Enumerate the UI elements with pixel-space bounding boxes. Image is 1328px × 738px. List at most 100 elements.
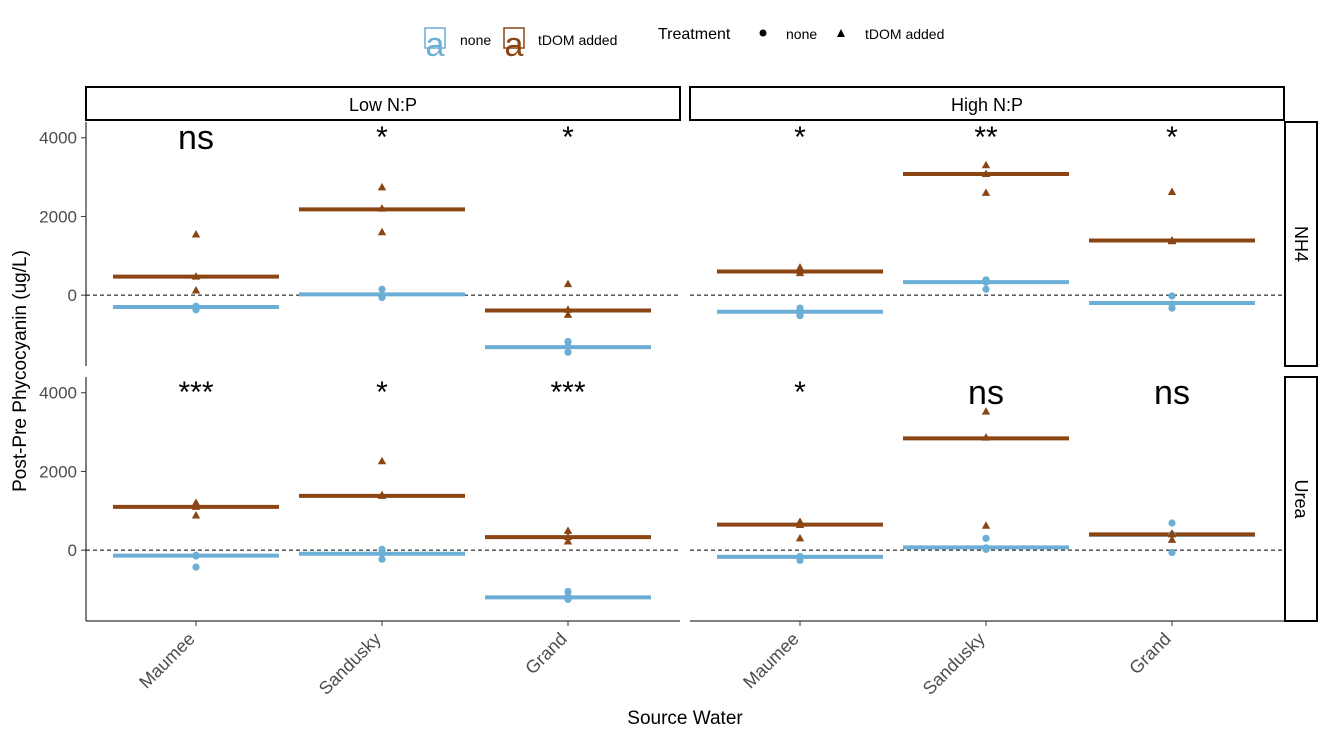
- y-tick-label: 2000: [39, 207, 77, 226]
- point-none: [192, 563, 200, 571]
- point-none: [378, 293, 386, 302]
- x-tick-label: Grand: [521, 629, 571, 679]
- point-tdom: [191, 502, 201, 510]
- point-tdom: [191, 498, 201, 506]
- legend-shape-none-label: none: [786, 26, 817, 42]
- point-tdom: [377, 491, 387, 499]
- y-tick-label: 2000: [39, 462, 77, 481]
- point-tdom: [981, 188, 991, 196]
- point-tdom: [191, 230, 201, 238]
- legend-label-tdom: tDOM added: [538, 32, 617, 48]
- point-none: [982, 545, 990, 553]
- point-tdom: [563, 526, 573, 534]
- point-none: [1168, 292, 1176, 300]
- strip-row-urea: [1284, 376, 1318, 622]
- significance-labels: ns * * * ** **** * *** * ns ns: [178, 119, 1190, 412]
- y-ticks: 0 2000 4000 0 2000 4000: [39, 129, 86, 560]
- point-none: [192, 306, 200, 314]
- y-axis-title: Post-Pre Phycocyanin (ug/L): [10, 250, 31, 492]
- significance-label: *: [562, 121, 574, 154]
- point-tdom: [191, 511, 201, 519]
- legend-key-none-box: [424, 27, 446, 49]
- point-tdom: [563, 537, 573, 545]
- point-none: [796, 556, 804, 564]
- point-none: [564, 348, 572, 356]
- legend-key-tdom-glyph: a: [505, 26, 524, 64]
- x-tick-label: Sandusky: [315, 629, 385, 699]
- point-tdom: [981, 160, 991, 169]
- point-tdom: [1167, 535, 1177, 543]
- point-tdom: [795, 533, 805, 542]
- point-tdom: [1167, 187, 1177, 196]
- strip-col-low-np: [85, 86, 681, 121]
- axes-frame: [85, 122, 1284, 622]
- point-tdom: [1167, 529, 1177, 538]
- x-ticks: Maumee Sandusky Grand Maumee Sandusky Grand: [135, 621, 1175, 699]
- zero-reference-lines: [86, 294, 1284, 551]
- point-none: [192, 552, 200, 560]
- point-tdom: [377, 227, 387, 236]
- point-tdom: [191, 285, 201, 294]
- significance-label: *: [794, 121, 806, 154]
- significance-label: *: [794, 376, 806, 409]
- significance-label: **: [974, 121, 998, 154]
- point-none: [564, 587, 572, 596]
- facet-strips: Low N:P High N:P NH4 Urea: [85, 86, 1318, 622]
- legend-shape-tdom-marker: [837, 29, 845, 37]
- point-tdom: [377, 204, 387, 212]
- point-tdom: [563, 532, 573, 541]
- point-none: [982, 534, 990, 542]
- x-tick-label: Maumee: [739, 629, 803, 693]
- strip-label-high-np: High N:P: [951, 95, 1023, 115]
- significance-label: *: [1166, 121, 1178, 154]
- point-tdom: [377, 456, 387, 465]
- point-none: [982, 278, 990, 286]
- point-tdom: [981, 407, 991, 415]
- significance-label: ns: [178, 119, 214, 157]
- point-tdom: [981, 169, 991, 177]
- point-none: [564, 595, 572, 603]
- point-tdom: [981, 433, 991, 441]
- legend-shape-none-marker: [759, 29, 767, 37]
- legend-key-none-glyph: a: [426, 26, 445, 64]
- x-tick-label: Maumee: [135, 629, 199, 693]
- x-tick-label: Sandusky: [919, 629, 989, 699]
- strip-label-urea: Urea: [1291, 479, 1311, 519]
- point-tdom: [191, 272, 201, 280]
- x-axis-title: Source Water: [627, 708, 743, 729]
- point-none: [1168, 304, 1176, 312]
- y-tick-label: 0: [68, 286, 77, 305]
- chart-marks: [113, 160, 1255, 603]
- significance-label: ns: [1154, 374, 1190, 412]
- x-tick-label: Grand: [1125, 629, 1175, 679]
- point-tdom: [1167, 236, 1177, 245]
- legend-shape-title: Treatment: [658, 26, 731, 43]
- significance-label: *: [376, 121, 388, 154]
- strip-label-low-np: Low N:P: [349, 95, 417, 115]
- point-none: [378, 549, 386, 557]
- significance-label: ***: [550, 376, 585, 409]
- point-none: [1168, 519, 1176, 527]
- legend-label-none: none: [460, 32, 491, 48]
- point-none: [796, 312, 804, 320]
- y-tick-label: 4000: [39, 384, 77, 403]
- point-tdom: [795, 268, 805, 277]
- point-tdom: [795, 520, 805, 528]
- legend-shape-tdom-label: tDOM added: [865, 26, 944, 42]
- point-none: [564, 342, 572, 350]
- point-none: [1168, 548, 1176, 557]
- point-tdom: [377, 182, 387, 191]
- strip-label-nh4: NH4: [1291, 226, 1311, 262]
- point-tdom: [563, 279, 573, 288]
- y-tick-label: 0: [68, 541, 77, 560]
- point-tdom: [981, 521, 991, 529]
- point-none: [378, 285, 386, 293]
- strip-row-nh4: [1284, 121, 1318, 367]
- legend: a none a tDOM added Treatment none tDOM …: [424, 26, 944, 64]
- point-tdom: [563, 305, 573, 313]
- strip-col-high-np: [689, 86, 1285, 121]
- point-tdom: [563, 310, 573, 318]
- legend-key-tdom-box: [503, 27, 525, 49]
- point-none: [982, 285, 990, 293]
